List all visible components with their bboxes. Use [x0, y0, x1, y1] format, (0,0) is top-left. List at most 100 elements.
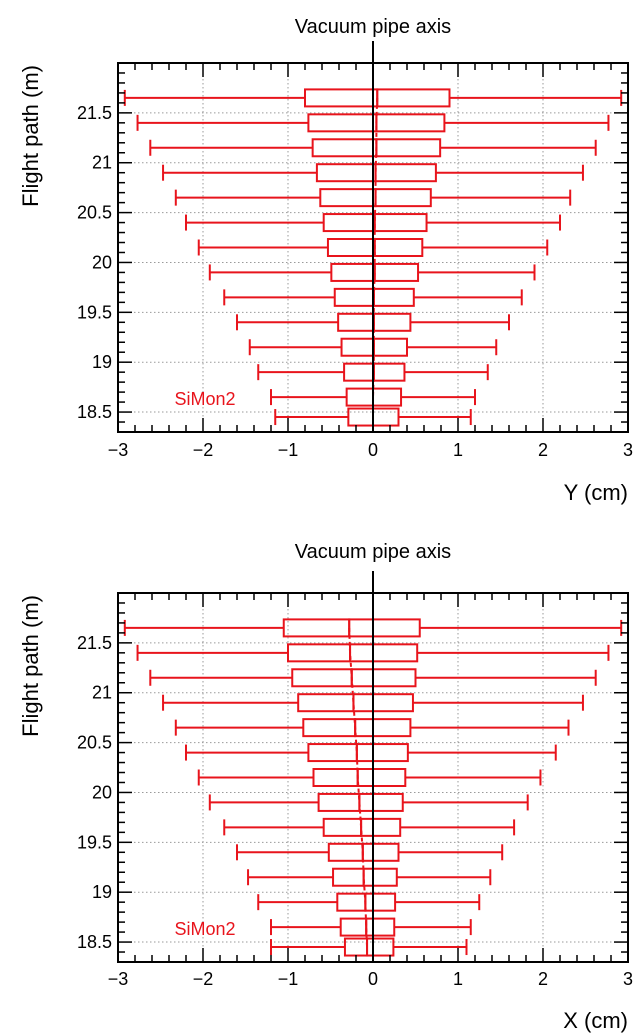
y-tick-label: 18.5: [77, 932, 112, 952]
box-plot-row: [257, 362, 489, 382]
box-upper-half: [356, 768, 407, 787]
box-lower-half: [307, 113, 378, 133]
box-upper-half: [352, 693, 414, 713]
box-plot-row: [223, 817, 516, 837]
box-upper-half: [374, 163, 437, 183]
box-plot-row: [162, 163, 584, 183]
box-upper-half: [373, 262, 420, 282]
y-tick-label: 20.5: [77, 733, 112, 753]
y-tick-label: 20.5: [77, 203, 112, 223]
x-tick-label: 3: [623, 969, 633, 989]
box-plot-row: [247, 867, 492, 887]
box-plot-row: [149, 668, 597, 688]
box-lower-half: [343, 362, 375, 382]
box-lower-half: [340, 337, 375, 357]
x-tick-label: −2: [193, 440, 214, 460]
box-upper-half: [348, 618, 421, 638]
box-plot-row: [208, 262, 536, 282]
box-lower-half: [330, 262, 376, 282]
x-tick-label: −2: [193, 969, 214, 989]
box-upper-half: [361, 842, 400, 862]
x-axis-title: X (cm): [563, 1008, 628, 1033]
x-tick-label: 0: [368, 969, 378, 989]
box-lower-half: [345, 387, 374, 407]
vacuum-pipe-axis-title: Vacuum pipe axis: [295, 16, 451, 38]
x-tick-label: 2: [538, 969, 548, 989]
box-upper-half: [366, 937, 395, 957]
box-upper-half: [374, 188, 432, 208]
box-upper-half: [372, 287, 415, 307]
box-upper-half: [373, 238, 424, 257]
box-upper-half: [355, 743, 409, 763]
x-tick-label: −3: [108, 969, 129, 989]
y-tick-label: 20: [92, 782, 112, 802]
box-upper-half: [373, 213, 428, 233]
x-tick-label: 3: [623, 440, 633, 460]
y-axis-title: Flight path (m): [18, 595, 43, 737]
box-lower-half: [317, 792, 361, 812]
box-lower-half: [333, 287, 375, 307]
y-tick-label: 19: [92, 882, 112, 902]
box-plot-row: [270, 937, 468, 957]
x-tick-label: 1: [453, 969, 463, 989]
box-lower-half: [307, 743, 358, 763]
box-plot-row: [236, 842, 504, 862]
box-lower-half: [322, 213, 376, 233]
box-plot-row: [185, 743, 557, 763]
box-upper-half: [372, 362, 406, 382]
box-lower-half: [315, 163, 377, 183]
box-upper-half: [349, 643, 419, 663]
box-upper-half: [372, 337, 409, 357]
box-plot-row: [270, 917, 472, 937]
box-lower-half: [327, 842, 364, 862]
median-dashed-line: [348, 627, 369, 948]
y-tick-label: 19: [92, 352, 112, 372]
box-lower-half: [282, 618, 351, 638]
x-tick-label: 0: [368, 440, 378, 460]
x-tick-label: −3: [108, 440, 129, 460]
y-tick-label: 21.5: [77, 633, 112, 653]
series-label: SiMon2: [174, 919, 235, 939]
x-tick-label: −1: [278, 440, 299, 460]
box-lower-half: [326, 238, 376, 257]
box-upper-half: [372, 387, 403, 407]
box-lower-half: [287, 643, 352, 663]
box-lower-half: [339, 917, 368, 937]
box-upper-half: [365, 917, 396, 937]
box-upper-half: [362, 867, 398, 887]
y-tick-label: 20: [92, 252, 112, 272]
chart-panel-bottom: −3 −2 −1 0 1 2 3 18.5 19 19.5 20 20.5 21 21.5 Vacuum p…: [18, 541, 633, 1033]
box-lower-half: [332, 867, 365, 887]
box-plot-row: [208, 792, 529, 812]
box-upper-half: [372, 312, 412, 332]
box-plot-row: [162, 693, 584, 713]
box-lower-half: [302, 718, 357, 738]
box-lower-half: [319, 188, 377, 208]
box-lower-half: [347, 407, 375, 427]
vacuum-pipe-axis-title: Vacuum pipe axis: [295, 541, 451, 563]
y-tick-label: 21: [92, 683, 112, 703]
box-lower-half: [337, 312, 375, 332]
box-upper-half: [358, 792, 404, 812]
box-lower-half: [336, 892, 367, 912]
x-tick-label: −1: [278, 969, 299, 989]
chart-panel-top: −3 −2 −1 0 1 2 3 18.5 19 19.5 20 20.5 21 21.5 Vacuum p…: [18, 16, 633, 505]
box-lower-half: [291, 668, 353, 688]
box-plot-row: [257, 892, 481, 912]
y-tick-label: 21.5: [77, 103, 112, 123]
box-lower-half: [311, 138, 378, 158]
box-upper-half: [375, 138, 442, 158]
box-upper-half: [376, 88, 451, 108]
y-axis-title: Flight path (m): [18, 65, 43, 207]
box-lower-half: [343, 937, 369, 957]
box-lower-half: [304, 88, 379, 108]
median-dashed-line: [372, 97, 379, 418]
box-plot-row: [185, 213, 561, 233]
y-tick-label: 18.5: [77, 402, 112, 422]
box-plot-row: [197, 768, 542, 787]
x-tick-label: 1: [453, 440, 463, 460]
box-upper-half: [354, 718, 412, 738]
y-tick-label: 21: [92, 153, 112, 173]
y-tick-label: 19.5: [77, 832, 112, 852]
